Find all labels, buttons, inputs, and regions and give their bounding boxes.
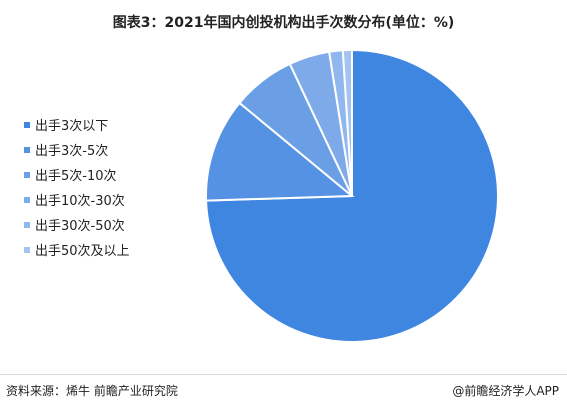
legend-swatch (24, 171, 30, 178)
pie-slice (341, 48, 353, 197)
source-note: 资料来源：烯牛 前瞻产业研究院 (6, 384, 178, 398)
legend-item: 出手30次-50次 (24, 212, 130, 237)
pie-slice (205, 101, 355, 202)
legend-label: 出手10次-30次 (35, 194, 125, 209)
legend-swatch (24, 146, 30, 153)
chart-title: 图表3：2021年国内创投机构出手次数分布(单位：%) (112, 15, 455, 31)
legend-item: 出手50次及以上 (24, 237, 130, 262)
legend-item: 出手5次-10次 (24, 162, 130, 187)
legend-label: 出手30次-50次 (35, 219, 125, 234)
legend-label: 出手3次以下 (35, 119, 109, 134)
legend-swatch (24, 246, 30, 253)
legend-swatch (24, 121, 30, 128)
legend-item: 出手3次-5次 (24, 137, 130, 162)
footer-divider (0, 374, 567, 375)
legend-swatch (24, 196, 30, 203)
legend-item: 出手3次以下 (24, 112, 130, 137)
legend-label: 出手3次-5次 (35, 144, 109, 159)
legend-item: 出手10次-30次 (24, 187, 130, 212)
credit-note: @前瞻经济学人APP (452, 384, 559, 398)
legend-label: 出手50次及以上 (35, 244, 130, 259)
chart-legend: 出手3次以下 出手3次-5次 出手5次-10次 出手10次-30次 出手30次-… (24, 112, 130, 262)
legend-swatch (24, 221, 30, 228)
pie-slices (205, 48, 499, 343)
legend-label: 出手5次-10次 (35, 169, 117, 184)
